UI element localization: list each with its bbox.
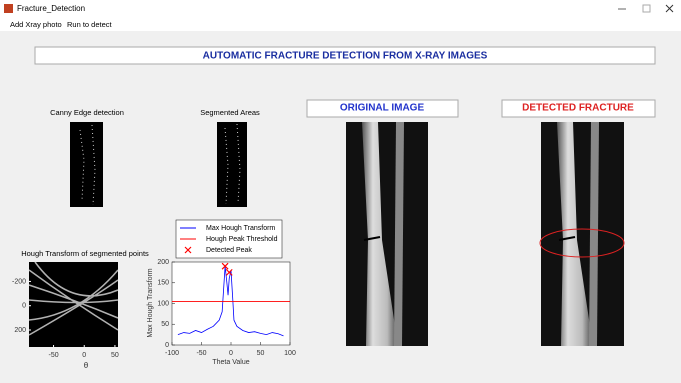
y-tick-label: 150 xyxy=(157,280,169,287)
menu-item[interactable]: Add Xray photo xyxy=(10,20,62,29)
canny-image xyxy=(70,122,103,207)
legend-entry: Hough Peak Threshold xyxy=(206,236,278,243)
y-tick-label: 0 xyxy=(165,342,169,349)
panel-label: Canny Edge detection xyxy=(50,108,124,117)
y-tick-label: 200 xyxy=(14,327,26,334)
y-axis-label: Max Hough Transform xyxy=(147,268,154,337)
segmented-image xyxy=(217,122,247,207)
legend-entry: Detected Peak xyxy=(206,247,252,254)
x-axis-label: θ xyxy=(84,361,89,370)
banner-title: AUTOMATIC FRACTURE DETECTION FROM X-RAY … xyxy=(203,51,488,62)
hough-image xyxy=(29,262,118,347)
panel-label: DETECTED FRACTURE xyxy=(522,103,634,114)
menu-item[interactable]: Run to detect xyxy=(67,20,113,29)
x-tick-label: 100 xyxy=(284,350,296,357)
y-tick-label: 50 xyxy=(161,321,169,328)
panel-label: ORIGINAL IMAGE xyxy=(340,103,425,114)
x-tick-label: -50 xyxy=(48,352,58,359)
title-bar xyxy=(0,0,681,18)
y-tick-label: 200 xyxy=(157,259,169,266)
y-tick-label: -200 xyxy=(12,278,26,285)
x-tick-label: -50 xyxy=(196,350,206,357)
app-icon xyxy=(4,4,13,13)
legend-entry: Max Hough Transform xyxy=(206,225,275,232)
y-tick-label: 100 xyxy=(157,300,169,307)
x-axis-label: Theta Value xyxy=(212,359,249,366)
x-tick-label: 50 xyxy=(257,350,265,357)
x-tick-label: 0 xyxy=(229,350,233,357)
app-window: Fracture_Detection Add Xray photo Run to… xyxy=(0,0,681,378)
y-tick-label: 0 xyxy=(22,303,26,310)
window-title: Fracture_Detection xyxy=(17,4,85,13)
x-tick-label: -100 xyxy=(165,350,179,357)
x-tick-label: 0 xyxy=(82,352,86,359)
x-tick-label: 50 xyxy=(111,352,119,359)
panel-label: Segmented Areas xyxy=(200,108,260,117)
plot-title: Hough Transform of segmented points xyxy=(21,249,149,258)
